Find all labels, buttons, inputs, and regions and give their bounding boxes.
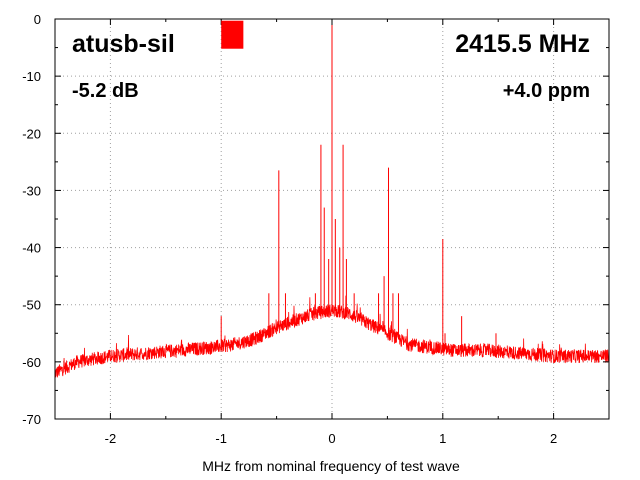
y-tick-label: 0	[34, 12, 41, 27]
frequency-label: 2415.5 MHz	[455, 30, 590, 58]
y-tick-label: -10	[22, 69, 41, 84]
device-name-label: atusb-sil	[72, 30, 175, 58]
y-tick-label: -50	[22, 298, 41, 313]
x-tick-labels: -2 -1 0 1 2	[105, 431, 558, 446]
y-tick-labels: 0 -10 -20 -30 -40 -50 -60 -70	[22, 12, 41, 427]
axis-ticks	[54, 18, 610, 420]
ppm-offset-label: +4.0 ppm	[503, 80, 590, 102]
y-tick-label: -40	[22, 241, 41, 256]
level-indicator	[221, 20, 244, 49]
x-tick-label: -1	[215, 431, 227, 446]
x-tick-label: 2	[550, 431, 557, 446]
x-tick-label: 0	[328, 431, 335, 446]
y-tick-label: -30	[22, 183, 41, 198]
x-tick-label: -2	[105, 431, 117, 446]
x-axis-title: MHz from nominal frequency of test wave	[202, 458, 460, 474]
spectrum-trace	[54, 19, 610, 378]
x-tick-label: 1	[439, 431, 446, 446]
y-tick-label: -60	[22, 355, 41, 370]
y-tick-label: -20	[22, 126, 41, 141]
y-tick-label: -70	[22, 412, 41, 427]
level-label: -5.2 dB	[72, 80, 139, 102]
